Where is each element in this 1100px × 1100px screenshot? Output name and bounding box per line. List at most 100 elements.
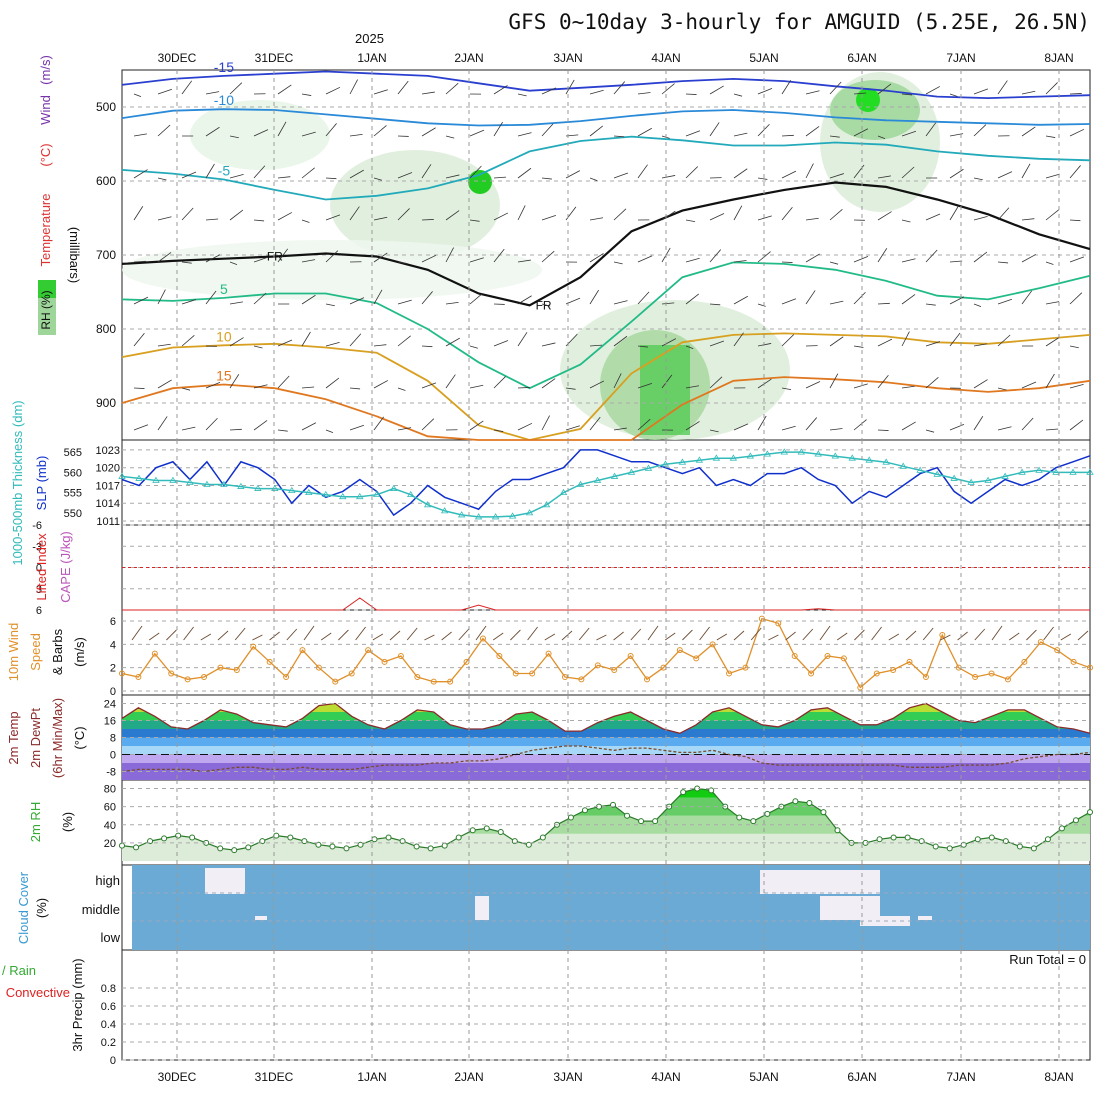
thickness-point [356,492,364,500]
wind-barb [397,299,412,305]
wind-barb [997,387,1007,391]
wind-barb [469,384,484,389]
wind-speed-point [808,670,815,677]
wind-speed-point [119,670,125,677]
temp-color-band [122,720,1090,729]
rh-line [121,787,1091,851]
wind-barb [685,130,701,137]
rh-point [441,842,448,849]
wind-speed-point [348,670,355,677]
wind-barb [949,423,965,431]
wind-barb [541,250,555,263]
wind-barb [925,249,938,263]
wind-barb [1045,209,1059,221]
rh-point [876,836,883,843]
wind-barb [301,294,316,305]
rh-point [946,845,953,852]
wind-barb [1021,126,1036,137]
wind-speed-point [496,653,503,659]
wind-barb [1045,373,1055,389]
chart-title: GFS 0~10day 3-hourly for AMGUID (5.25E, … [508,10,1090,34]
wind-barb [541,342,556,347]
wind-barb [1069,165,1081,179]
wind-barb [541,177,552,180]
thickness-point [373,490,381,498]
wind-barb [157,252,172,263]
wind-barb [888,633,900,641]
thickness-point [848,454,856,461]
slp-tick-label: 1014 [96,498,120,510]
wind-barb [829,261,839,265]
wind-barb [373,177,382,181]
wind-speed-point [1037,639,1044,645]
wind-barb [301,219,310,223]
thickness-point [831,452,839,459]
rh-point [147,838,154,845]
wind-barb [685,257,700,263]
rh-point [834,827,841,834]
x-tick-bottom: 6JAN [847,1070,876,1084]
wind-barb [1077,630,1089,641]
wind-barb [973,216,988,221]
wind-barb [596,634,607,641]
wind-barb [901,258,916,263]
wind-speed-point [693,655,700,662]
wind-barb [253,345,263,349]
wind-barb [229,209,244,221]
y-tick-label: 500 [96,100,116,114]
wind-barb [397,387,406,391]
wind-barb [973,177,983,181]
wind-barb [709,303,721,306]
temp-tick-label: 16 [104,716,116,728]
wind-barb [973,343,987,347]
isotherm-label: -10 [214,92,234,108]
wind-barb [589,289,599,305]
wind-barb [949,296,965,305]
precip-tick-label: 0.8 [101,983,116,995]
wind-barb [561,630,573,641]
rh-max-spot [640,345,690,435]
rh-shade-area [830,80,920,140]
wind-barb [325,86,341,95]
x-tick-top: 30DEC [158,51,197,65]
wind-speed-point [250,643,257,650]
wind-barb [541,303,551,307]
wind-barb [133,387,145,389]
rh-tick-label: 60 [104,802,116,814]
wind-speed-point [266,658,273,665]
wind-barb [997,261,1009,264]
wind-speed-point [479,635,486,642]
wind-barb [709,213,725,221]
wind-barb [853,291,866,305]
wind-speed-point [709,641,716,648]
wind-speed-point [791,653,798,659]
wind-barb [373,380,389,389]
wind-barb [613,300,628,305]
wind-barb [613,335,628,347]
wind-barb [269,631,280,641]
rh-point [273,832,280,839]
wind-barb [1069,93,1082,95]
temp-axis-label: (6hr Min/Max) [50,698,65,778]
wind-speed-point [742,664,749,671]
wind-barb [157,379,172,389]
wind-barb [781,387,792,391]
thickness-point [1052,468,1060,475]
wind-barb [757,123,770,137]
rh-point [1072,817,1079,824]
wind-barb [325,303,335,307]
wind-tick-label: 6 [110,616,116,628]
wind-speed-point [1054,647,1061,654]
rh-point [385,834,392,841]
thickness-point [1018,468,1026,475]
wind-barb [229,301,243,305]
thickness-point [933,470,941,477]
wind-barb [1045,173,1060,179]
wind-barb [901,166,915,179]
wind-barb [901,93,913,96]
wind-speed-point [201,674,208,680]
thickness-tick-label: 560 [64,467,82,479]
wind-barb [148,632,160,641]
thickness-point [390,484,398,491]
wind-barb [205,254,221,263]
